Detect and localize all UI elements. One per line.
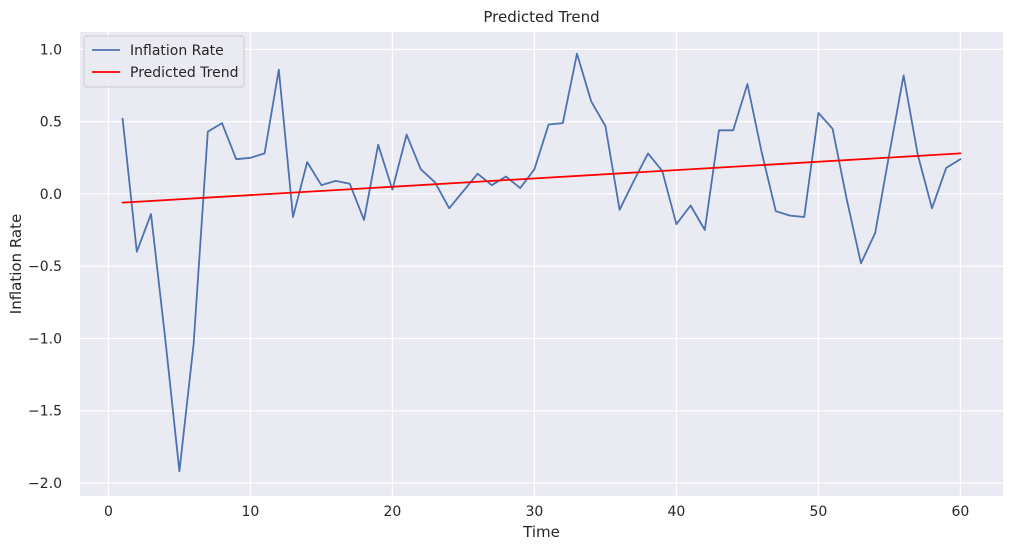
- x-axis-ticks: 0 10 20 30 40 50 60: [104, 504, 969, 520]
- y-tick-label: −1.0: [28, 331, 62, 347]
- series-layer: [121, 52, 962, 473]
- chart-title: Predicted Trend: [483, 8, 599, 26]
- y-tick-label: 1.0: [40, 42, 62, 58]
- legend: Inflation Rate Predicted Trend: [83, 35, 245, 88]
- x-tick-label: 30: [525, 504, 543, 520]
- x-tick-label: 20: [383, 504, 401, 520]
- x-tick-label: 0: [104, 504, 113, 520]
- x-tick-label: 40: [667, 504, 685, 520]
- y-tick-label: −0.5: [28, 259, 62, 275]
- series-line-predicted-trend: [121, 152, 962, 204]
- y-axis-label: Inflation Rate: [7, 214, 25, 314]
- legend-frame: [83, 35, 245, 88]
- y-tick-label: −1.5: [28, 404, 62, 420]
- legend-entry: Predicted Trend: [130, 65, 239, 81]
- plot-area: [80, 32, 1003, 496]
- y-tick-label: −2.0: [28, 476, 62, 492]
- y-axis-ticks: −2.0 −1.5 −1.0 −0.5 0.0 0.5 1.0: [28, 42, 62, 492]
- x-tick-label: 10: [241, 504, 259, 520]
- legend-entry: Inflation Rate: [130, 43, 224, 59]
- x-tick-label: 50: [809, 504, 827, 520]
- y-tick-label: 0.0: [40, 187, 62, 203]
- y-tick-label: 0.5: [40, 115, 62, 131]
- x-tick-label: 60: [951, 504, 969, 520]
- series-line-inflation-rate: [121, 52, 962, 473]
- x-axis-label: Time: [522, 523, 560, 541]
- grid: [80, 32, 1003, 496]
